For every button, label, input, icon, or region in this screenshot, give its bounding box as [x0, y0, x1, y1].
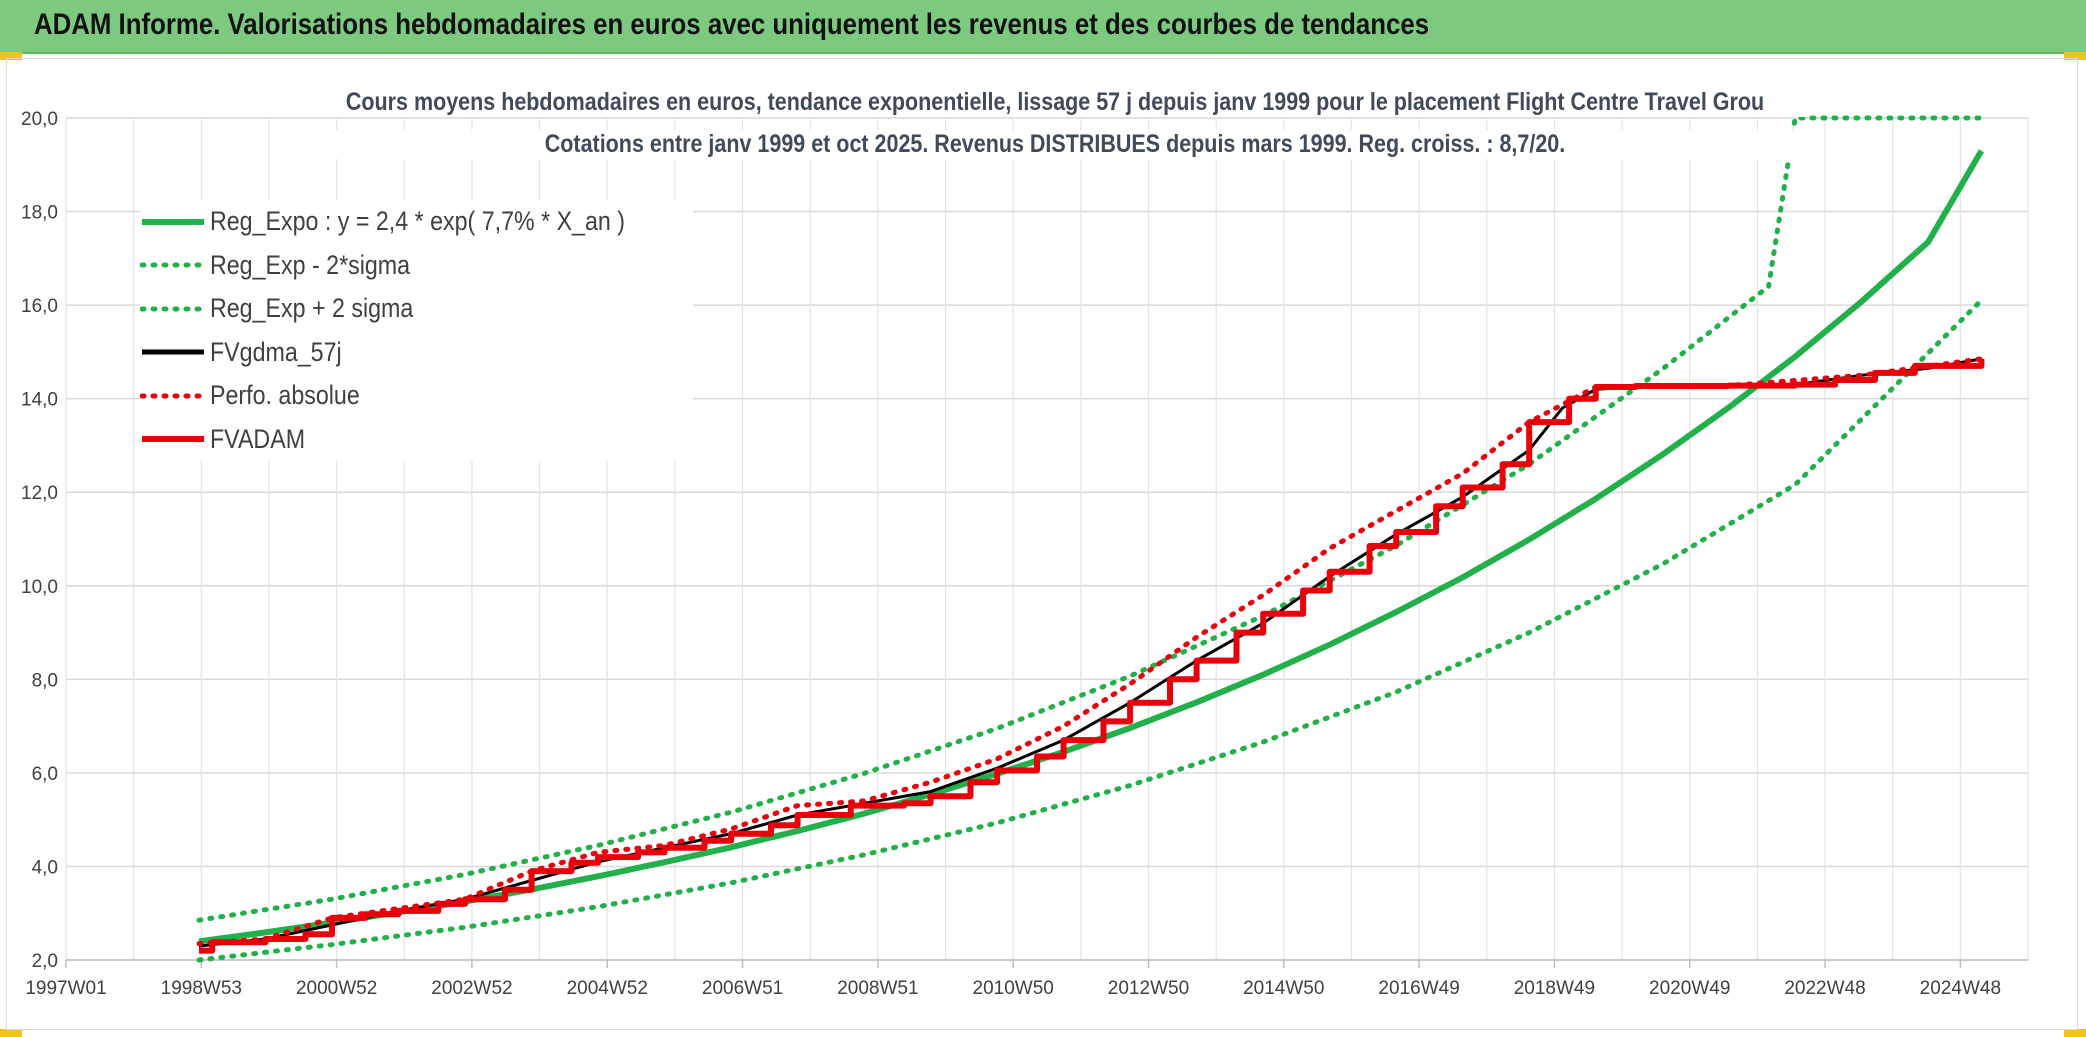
y-tick-label: 12,0	[21, 483, 58, 504]
chart-title: Cours moyens hebdomadaires en euros, ten…	[302, 88, 1808, 117]
series-line-fvadam	[199, 358, 1985, 954]
legend-swatch	[140, 262, 206, 268]
y-tick-label: 8,0	[32, 670, 58, 691]
legend-label: Perfo. absolue	[210, 380, 360, 411]
report-banner: ADAM Informe. Valorisations hebdomadaire…	[0, 0, 2086, 54]
corner-marker	[0, 1029, 22, 1037]
x-tick-label: 2018W49	[1514, 978, 1595, 999]
legend-item: Reg_Expo : y = 2,4 * exp( 7,7% * X_an )	[140, 200, 693, 244]
x-tick-label: 2014W50	[1243, 978, 1324, 999]
legend-item: FVADAM	[140, 418, 693, 462]
legend-swatch	[142, 349, 204, 355]
legend-item: Perfo. absolue	[140, 374, 693, 418]
corner-marker	[2064, 52, 2086, 60]
y-tick-label: 6,0	[32, 764, 58, 785]
y-tick-label: 4,0	[32, 857, 58, 878]
corner-marker	[2064, 1029, 2086, 1037]
legend-swatch	[140, 393, 206, 399]
x-tick-label: 1998W53	[161, 978, 242, 999]
x-tick-label: 2012W50	[1108, 978, 1189, 999]
x-tick-label: 2006W51	[702, 978, 783, 999]
legend-label: FVADAM	[210, 423, 306, 454]
legend-label: FVgdma_57j	[210, 336, 342, 367]
legend-swatch	[140, 306, 206, 312]
report-title: ADAM Informe. Valorisations hebdomadaire…	[34, 8, 1430, 41]
series-line-reg-exp-2-sigma	[196, 297, 1984, 963]
x-tick-label: 2024W48	[1920, 978, 2001, 999]
x-tick-label: 2022W48	[1784, 978, 1865, 999]
legend-item: Reg_Exp - 2*sigma	[140, 244, 693, 288]
legend-label: Reg_Expo : y = 2,4 * exp( 7,7% * X_an )	[210, 206, 625, 237]
x-tick-label: 1997W01	[25, 978, 106, 999]
legend-label: Reg_Exp + 2 sigma	[210, 293, 414, 324]
series-line-reg-exp-2-sigma	[196, 115, 1984, 923]
x-tick-label: 2008W51	[837, 978, 918, 999]
y-tick-label: 10,0	[21, 577, 58, 598]
chart-frame	[6, 58, 2078, 1030]
x-tick-label: 2004W52	[567, 978, 648, 999]
y-tick-label: 18,0	[21, 203, 58, 224]
corner-marker	[0, 52, 22, 60]
legend-item: Reg_Exp + 2 sigma	[140, 287, 693, 331]
legend-swatch	[142, 436, 204, 443]
y-tick-label: 20,0	[21, 109, 58, 130]
chart-subtitle: Cotations entre janv 1999 et oct 2025. R…	[302, 130, 1808, 159]
x-tick-label: 2000W52	[296, 978, 377, 999]
legend-swatch	[142, 218, 204, 225]
legend-item: FVgdma_57j	[140, 331, 693, 375]
x-tick-label: 2020W49	[1649, 978, 1730, 999]
y-tick-label: 2,0	[32, 951, 58, 972]
x-tick-label: 2010W50	[973, 978, 1054, 999]
x-tick-label: 2016W49	[1378, 978, 1459, 999]
y-tick-label: 14,0	[21, 390, 58, 411]
legend-label: Reg_Exp - 2*sigma	[210, 249, 411, 280]
x-tick-label: 2002W52	[431, 978, 512, 999]
y-tick-label: 16,0	[21, 296, 58, 317]
chart-legend: Reg_Expo : y = 2,4 * exp( 7,7% * X_an ) R…	[140, 200, 693, 461]
